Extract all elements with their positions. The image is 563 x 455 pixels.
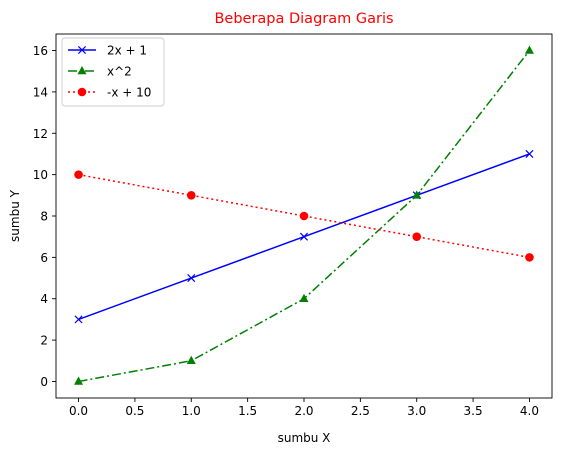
data-point-marker bbox=[524, 45, 534, 54]
x-tick-label: 0.5 bbox=[125, 404, 144, 418]
series-triangle bbox=[74, 45, 534, 385]
legend-label: 2x + 1 bbox=[107, 44, 147, 58]
data-point-marker bbox=[412, 190, 422, 199]
data-point-marker bbox=[299, 293, 309, 302]
legend-marker bbox=[77, 87, 87, 97]
data-point-marker bbox=[299, 211, 309, 221]
x-axis-label: sumbu X bbox=[278, 431, 331, 445]
x-tick-label: 0.0 bbox=[69, 404, 88, 418]
x-tick-label: 1.5 bbox=[238, 404, 257, 418]
y-tick-label: 10 bbox=[33, 168, 48, 182]
data-point-marker bbox=[412, 232, 422, 241]
y-tick-label: 8 bbox=[40, 210, 48, 224]
legend-entry: x^2 bbox=[68, 65, 132, 79]
legend-box bbox=[61, 37, 165, 107]
x-tick-label: 2.0 bbox=[294, 404, 313, 418]
x-tick-label: 3.5 bbox=[464, 404, 483, 418]
y-tick-label: 16 bbox=[33, 44, 48, 58]
x-tick-label: 3.0 bbox=[407, 404, 426, 418]
legend-entry: 2x + 1 bbox=[68, 44, 147, 58]
data-point-marker bbox=[74, 170, 83, 179]
legend-label: -x + 10 bbox=[107, 86, 151, 100]
data-point-marker bbox=[186, 191, 196, 200]
data-point-marker bbox=[186, 355, 196, 365]
x-tick-label: 4.0 bbox=[520, 404, 539, 418]
y-tick-label: 0 bbox=[40, 375, 48, 389]
series-group bbox=[74, 45, 534, 385]
data-point-marker bbox=[525, 253, 534, 262]
legend-label: x^2 bbox=[107, 65, 132, 79]
chart-title: Beberapa Diagram Garis bbox=[214, 11, 393, 27]
x-tick-label: 2.5 bbox=[351, 404, 370, 418]
data-point-marker bbox=[525, 149, 534, 158]
legend-entry: -x + 10 bbox=[68, 86, 151, 100]
data-point-marker bbox=[74, 376, 84, 385]
data-point-marker bbox=[299, 232, 309, 241]
data-point-marker bbox=[187, 274, 196, 283]
y-tick-label: 2 bbox=[40, 334, 48, 348]
series-circle bbox=[74, 170, 534, 262]
axis-ticks: 0.0 0.5 1.0 1.5 2.0 2.5 3.0 3.5 4.0 0 2 4 6 8 10 12 14 16 bbox=[33, 44, 539, 418]
legend-marker bbox=[77, 66, 87, 75]
x-tick-label: 1.0 bbox=[182, 404, 201, 418]
legend: 2x + 1 x^2 -x + 10 bbox=[61, 37, 165, 107]
y-axis-label: sumbu Y bbox=[8, 189, 22, 242]
y-tick-label: 4 bbox=[40, 292, 48, 306]
series-line-circle bbox=[78, 173, 530, 259]
legend-marker bbox=[77, 45, 87, 55]
y-tick-label: 12 bbox=[33, 127, 48, 141]
plot-frame bbox=[55, 33, 553, 399]
data-point-marker bbox=[74, 315, 83, 324]
y-tick-label: 6 bbox=[40, 251, 48, 265]
y-tick-label: 14 bbox=[33, 85, 48, 99]
